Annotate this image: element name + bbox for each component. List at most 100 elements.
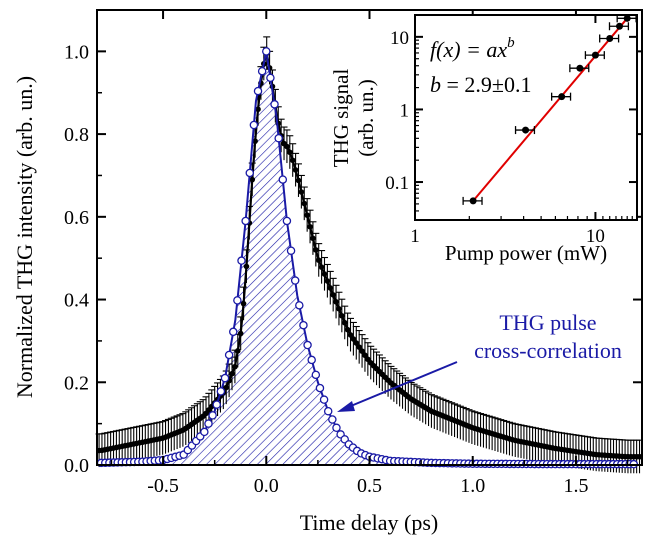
y-axis-label: Normalized THG intensity (arb. un.) <box>12 76 37 398</box>
black-point <box>229 370 235 377</box>
inset-x-tick-label: 10 <box>586 226 605 247</box>
blue-point <box>270 100 279 109</box>
x-tick-label: 1.5 <box>563 475 588 497</box>
x-tick-label: 0.5 <box>357 475 382 497</box>
y-tick-label: 0.4 <box>64 290 89 312</box>
black-point <box>304 212 310 218</box>
blue-point <box>315 383 325 393</box>
blue-point <box>299 320 308 330</box>
blue-point <box>274 133 283 143</box>
black-point <box>243 263 250 270</box>
blue-point <box>249 120 259 130</box>
black-point <box>327 285 334 291</box>
black-point <box>330 292 336 298</box>
black-point <box>240 300 247 307</box>
black-point <box>301 200 308 207</box>
inset-plot-frame <box>414 14 638 221</box>
blue-point <box>228 327 238 337</box>
black-point <box>287 149 293 156</box>
fit-formula: f(x) = axb <box>430 35 515 62</box>
annotation-arrow-line <box>345 361 458 409</box>
black-point <box>347 332 354 338</box>
black-point <box>307 223 313 230</box>
y-tick-label: 0.0 <box>64 455 89 477</box>
blue-point <box>241 216 250 226</box>
inset-point <box>522 126 530 134</box>
blue-point <box>307 355 316 365</box>
blue-point <box>282 216 292 226</box>
y-tick-label: 0.6 <box>64 207 89 229</box>
black-point <box>232 363 238 370</box>
inset-point <box>591 51 599 59</box>
inset-fit-layer <box>472 17 628 202</box>
inset-point <box>616 22 624 30</box>
blue-point <box>295 301 304 310</box>
main-axes-layer: -0.5 0.0 0.5 1.0 1.5 0.0 0.2 0.4 0.6 0.8 1.0 <box>64 9 642 497</box>
annotation-line2: cross-correlation <box>474 338 622 363</box>
inset-y-axis-label-line1: THG signal <box>329 69 353 168</box>
black-point <box>339 312 345 319</box>
inset-point <box>576 64 584 72</box>
inset-y-tick-label: 1 <box>400 100 410 121</box>
inset-point <box>606 34 614 42</box>
x-tick-label: 0.0 <box>254 475 279 497</box>
inset-chart: 1 10 0.1 1 10 Pump power (mW) THG signal (ar… <box>329 14 638 265</box>
black-point <box>362 352 368 359</box>
blue-point <box>332 423 341 433</box>
inset-y-tick-label: 0.1 <box>385 173 409 194</box>
blue-point <box>212 400 221 409</box>
inset-y-tick-label: 10 <box>390 28 409 49</box>
black-point <box>321 271 328 277</box>
black-point <box>298 189 305 195</box>
main-plot-frame <box>96 9 643 466</box>
blue-point <box>253 86 263 96</box>
fit-exponent-number: = 2.9±0.1 <box>441 72 531 97</box>
black-point <box>252 138 258 144</box>
black-point <box>344 326 351 333</box>
cross-correlation-annotation: THG pulse cross-correlation <box>337 310 622 412</box>
annotation-arrow-head <box>337 401 355 412</box>
blue-point <box>319 395 329 404</box>
blue-point <box>290 276 300 285</box>
blue-point <box>245 168 255 178</box>
black-point <box>356 344 362 350</box>
black-point <box>336 306 342 312</box>
blue-point <box>208 411 217 420</box>
black-point <box>234 348 241 354</box>
inset-point <box>623 14 631 22</box>
black-point <box>255 106 261 113</box>
black-point <box>223 384 230 391</box>
main-chart: -0.5 0.0 0.5 1.0 1.5 0.0 0.2 0.4 0.6 0.8 1.0 Time … <box>12 9 644 535</box>
blue-point <box>303 340 312 350</box>
inset-axes-layer: 1 10 0.1 1 10 <box>385 15 637 247</box>
black-point <box>324 278 331 284</box>
black-point <box>284 143 290 150</box>
inset-x-axis-label: Pump power (mW) <box>445 241 607 265</box>
black-point <box>310 235 316 242</box>
y-tick-label: 1.0 <box>64 41 89 63</box>
black-point <box>359 348 365 354</box>
fit-formula-lhs: f(x) = ax <box>430 37 507 62</box>
blue-point <box>224 350 234 360</box>
blue-point <box>216 387 226 396</box>
y-tick-label: 0.2 <box>64 372 89 394</box>
x-tick-label: -0.5 <box>147 475 179 497</box>
blue-point <box>286 246 296 255</box>
blue-point <box>200 427 209 437</box>
black-point <box>313 247 319 253</box>
blue-point <box>328 415 337 424</box>
blue-point <box>311 370 321 380</box>
blue-point <box>323 406 333 416</box>
black-point <box>353 340 360 346</box>
blue-point <box>266 73 275 83</box>
black-point <box>249 176 256 183</box>
blue-point <box>262 47 271 56</box>
y-tick-label: 0.8 <box>64 124 89 146</box>
black-point <box>295 177 302 184</box>
blue-point <box>257 66 267 76</box>
blue-point <box>237 256 246 265</box>
blue-point <box>278 175 288 184</box>
inset-points-layer <box>462 14 637 205</box>
inset-y-axis-label-line2: (arb. un.) <box>354 79 378 157</box>
